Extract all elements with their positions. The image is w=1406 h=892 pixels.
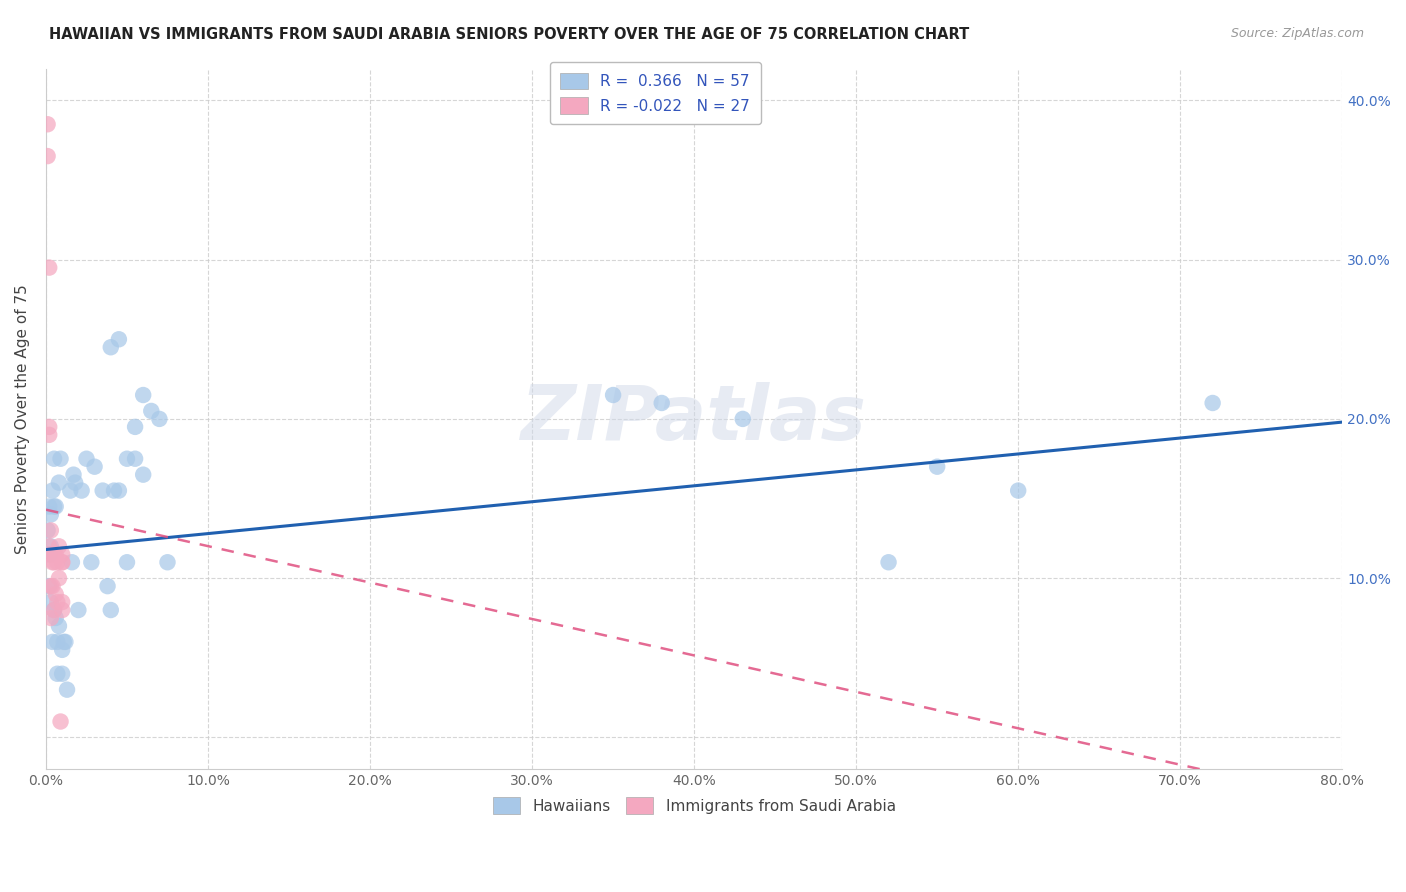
Point bbox=[62, 467, 84, 482]
Point bbox=[39, 579, 62, 593]
Point bbox=[42, 603, 65, 617]
Point bbox=[52, 635, 75, 649]
Point bbox=[91, 483, 114, 498]
Point bbox=[731, 412, 754, 426]
Point bbox=[48, 475, 70, 490]
Point bbox=[39, 547, 62, 561]
Point bbox=[37, 547, 59, 561]
Point bbox=[38, 260, 60, 275]
Point bbox=[37, 117, 59, 131]
Point bbox=[124, 451, 146, 466]
Point bbox=[49, 714, 72, 729]
Point bbox=[49, 451, 72, 466]
Point bbox=[51, 603, 73, 617]
Point bbox=[38, 427, 60, 442]
Point bbox=[132, 467, 155, 482]
Point bbox=[41, 635, 63, 649]
Point bbox=[51, 555, 73, 569]
Point bbox=[76, 451, 98, 466]
Point bbox=[148, 412, 170, 426]
Point bbox=[100, 603, 122, 617]
Point bbox=[83, 459, 105, 474]
Point bbox=[39, 508, 62, 522]
Point bbox=[42, 555, 65, 569]
Point bbox=[46, 666, 69, 681]
Point bbox=[46, 635, 69, 649]
Point bbox=[70, 483, 93, 498]
Point bbox=[38, 579, 60, 593]
Point bbox=[37, 524, 59, 538]
Point bbox=[45, 587, 67, 601]
Point bbox=[45, 547, 67, 561]
Point bbox=[42, 547, 65, 561]
Y-axis label: Seniors Poverty Over the Age of 75: Seniors Poverty Over the Age of 75 bbox=[15, 284, 30, 554]
Point bbox=[51, 547, 73, 561]
Point bbox=[108, 483, 131, 498]
Text: ZIPatlas: ZIPatlas bbox=[522, 382, 868, 456]
Point bbox=[42, 451, 65, 466]
Legend: Hawaiians, Immigrants from Saudi Arabia: Hawaiians, Immigrants from Saudi Arabia bbox=[482, 787, 907, 825]
Point bbox=[41, 579, 63, 593]
Point bbox=[59, 483, 82, 498]
Point bbox=[38, 420, 60, 434]
Point bbox=[46, 555, 69, 569]
Point bbox=[927, 459, 949, 474]
Point bbox=[51, 666, 73, 681]
Point bbox=[39, 611, 62, 625]
Point bbox=[41, 555, 63, 569]
Point bbox=[51, 595, 73, 609]
Point bbox=[67, 603, 90, 617]
Point bbox=[96, 579, 118, 593]
Point bbox=[100, 340, 122, 354]
Point bbox=[55, 635, 77, 649]
Point bbox=[42, 500, 65, 514]
Point bbox=[132, 388, 155, 402]
Point bbox=[38, 500, 60, 514]
Point bbox=[141, 404, 163, 418]
Point bbox=[877, 555, 900, 569]
Point bbox=[651, 396, 673, 410]
Point bbox=[51, 643, 73, 657]
Point bbox=[39, 539, 62, 553]
Point bbox=[103, 483, 125, 498]
Point bbox=[602, 388, 624, 402]
Point bbox=[1007, 483, 1029, 498]
Point bbox=[46, 595, 69, 609]
Point bbox=[115, 555, 138, 569]
Point bbox=[42, 603, 65, 617]
Point bbox=[63, 475, 86, 490]
Point bbox=[108, 332, 131, 346]
Point bbox=[115, 451, 138, 466]
Point bbox=[156, 555, 179, 569]
Point bbox=[45, 500, 67, 514]
Text: Source: ZipAtlas.com: Source: ZipAtlas.com bbox=[1230, 27, 1364, 40]
Point bbox=[124, 420, 146, 434]
Point bbox=[41, 483, 63, 498]
Point bbox=[80, 555, 103, 569]
Point bbox=[60, 555, 83, 569]
Point bbox=[51, 555, 73, 569]
Point bbox=[38, 547, 60, 561]
Point bbox=[48, 571, 70, 585]
Point bbox=[1201, 396, 1223, 410]
Point bbox=[45, 611, 67, 625]
Point bbox=[56, 682, 79, 697]
Text: HAWAIIAN VS IMMIGRANTS FROM SAUDI ARABIA SENIORS POVERTY OVER THE AGE OF 75 CORR: HAWAIIAN VS IMMIGRANTS FROM SAUDI ARABIA… bbox=[49, 27, 970, 42]
Point bbox=[38, 539, 60, 553]
Point bbox=[48, 619, 70, 633]
Point bbox=[37, 149, 59, 163]
Point bbox=[39, 524, 62, 538]
Point bbox=[48, 539, 70, 553]
Point bbox=[39, 595, 62, 609]
